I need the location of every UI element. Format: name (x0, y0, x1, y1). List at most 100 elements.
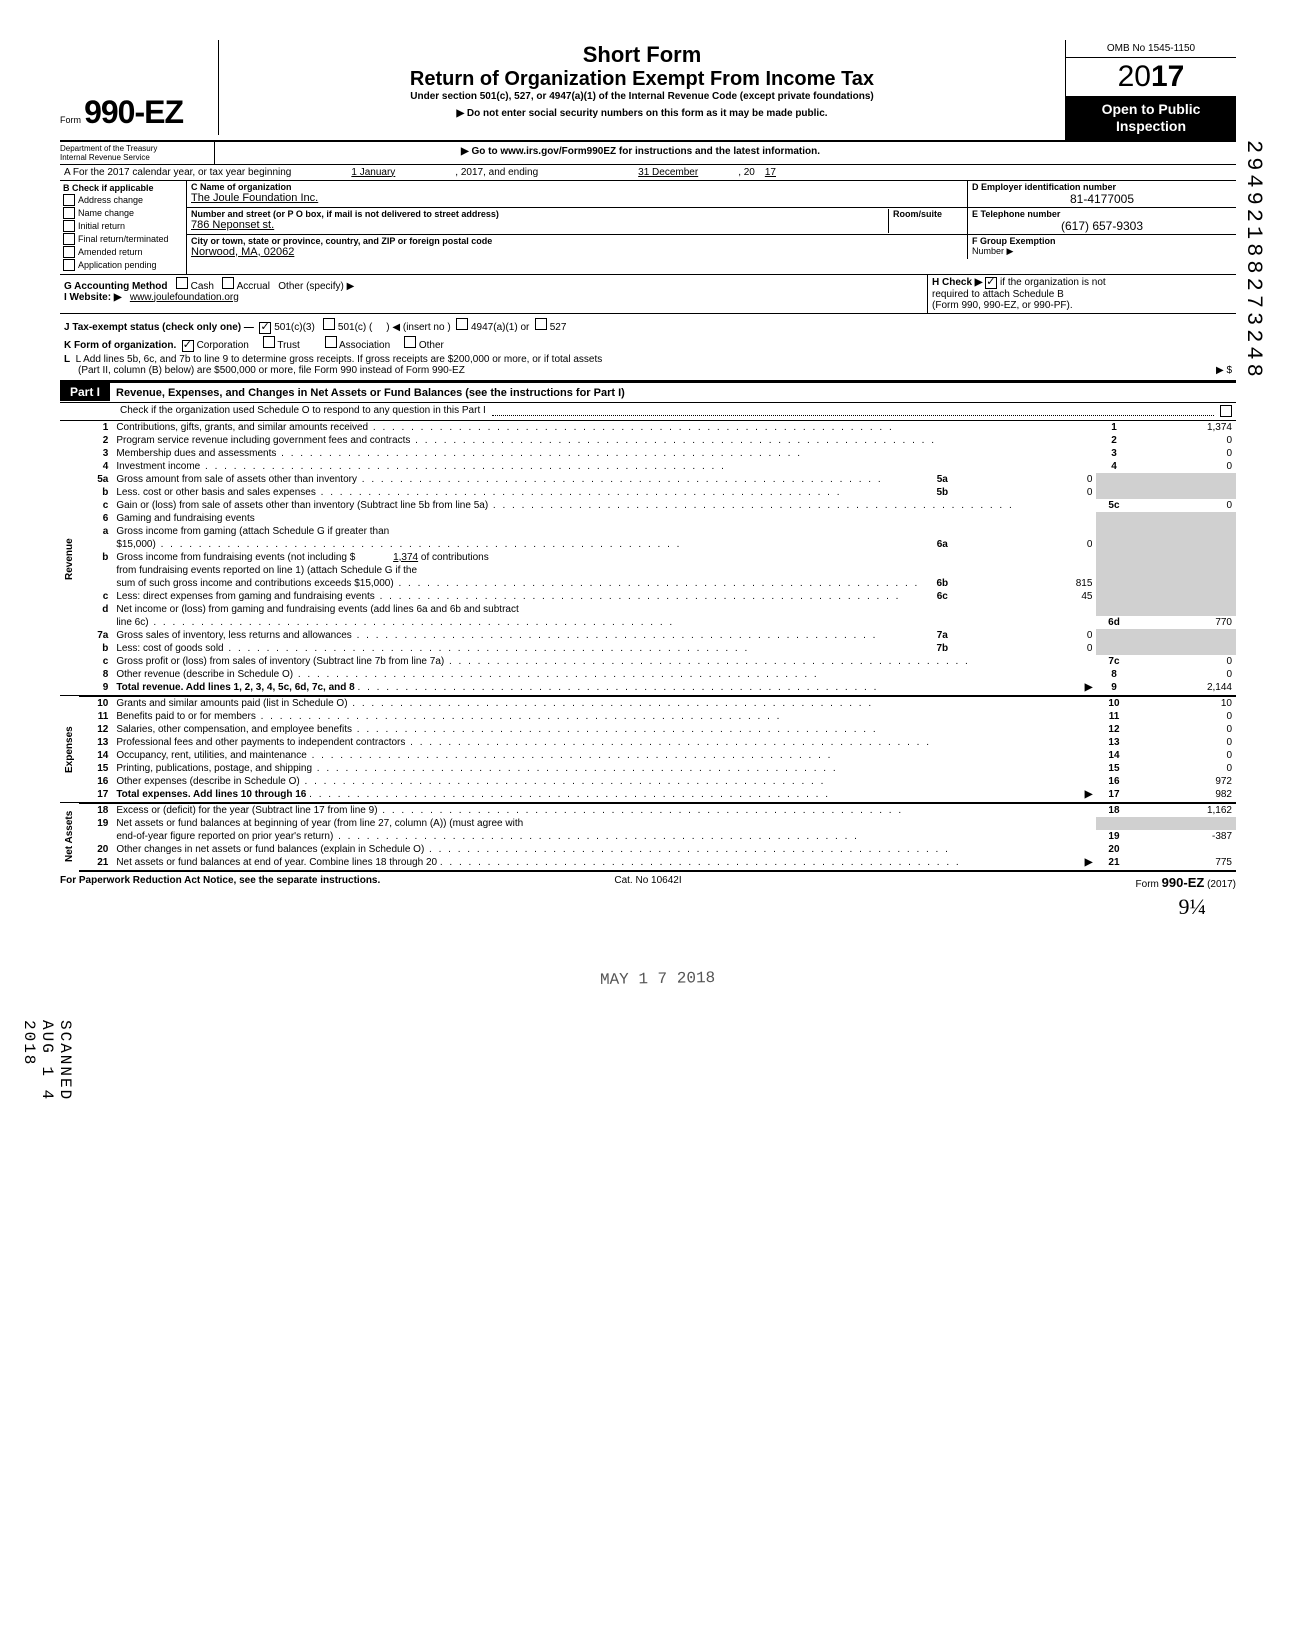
check-schedule-o-row: Check if the organization used Schedule … (60, 403, 1236, 421)
l-text1: L Add lines 5b, 6c, and 7b to line 9 to … (76, 354, 603, 365)
row-j: J Tax-exempt status (check only one) — 5… (64, 318, 1232, 334)
chk-amended-return[interactable]: Amended return (63, 246, 183, 258)
chk-accrual[interactable] (222, 277, 234, 289)
open-line2: Inspection (1068, 118, 1234, 135)
chk-501c3[interactable] (259, 322, 271, 334)
addr-label: Number and street (or P O box, if mail i… (191, 209, 888, 219)
handwritten-mark: 9¼ (1179, 894, 1207, 920)
year-bold: 17 (1151, 60, 1184, 93)
line-6a-1: a Gross income from gaming (attach Sched… (60, 525, 1236, 538)
g-other: Other (specify) ▶ (278, 281, 354, 292)
chk-cash[interactable] (176, 277, 188, 289)
footer-right: Form 990-EZ (2017) (844, 875, 1236, 890)
line-15: 15 Printing, publications, postage, and … (60, 762, 1236, 775)
line-5b: b Less. cost or other basis and sales ex… (60, 486, 1236, 499)
part1-table: Revenue 1 Contributions, gifts, grants, … (60, 421, 1236, 872)
net-assets-label: Net Assets (60, 803, 79, 871)
line-3: 3 Membership dues and assessments 3 0 (60, 447, 1236, 460)
chk-initial-return[interactable]: Initial return (63, 220, 183, 232)
dept-row: Department of the Treasury Internal Reve… (60, 142, 1236, 165)
g-cash: Cash (191, 281, 214, 292)
title-cell: Short Form Return of Organization Exempt… (219, 40, 1065, 121)
chk-trust[interactable] (263, 336, 275, 348)
row-a-mid: , 2017, and ending (455, 167, 538, 178)
margin-number: 29492188273248 (1241, 140, 1266, 381)
received-stamp: MAY 1 7 2018 (600, 969, 716, 989)
line-1: Revenue 1 Contributions, gifts, grants, … (60, 421, 1236, 434)
do-not-enter-line: ▶ Do not enter social security numbers o… (229, 108, 1055, 119)
chk-corporation[interactable] (182, 340, 194, 352)
j-label: J Tax-exempt status (check only one) — (64, 322, 254, 333)
chk-527[interactable] (535, 318, 547, 330)
line-20: 20 Other changes in net assets or fund b… (60, 843, 1236, 856)
city-value: Norwood, MA, 02062 (191, 246, 963, 258)
c-name-label: C Name of organization (191, 182, 963, 192)
line-8: 8 Other revenue (describe in Schedule O)… (60, 668, 1236, 681)
dept-cell: Department of the Treasury Internal Reve… (60, 142, 215, 164)
h-label: H Check ▶ (932, 277, 982, 288)
line-21: 21 Net assets or fund balances at end of… (60, 856, 1236, 871)
cell-c-name: C Name of organization The Joule Foundat… (187, 181, 968, 207)
sub-title: Under section 501(c), 527, or 4947(a)(1)… (229, 91, 1055, 102)
cell-d: D Employer identification number 81-4177… (968, 181, 1236, 207)
chk-final-return[interactable]: Final return/terminated (63, 233, 183, 245)
form-prefix: Form (60, 115, 81, 125)
h-text2: if the organization is not (1000, 277, 1106, 288)
h-text3: required to attach Schedule B (932, 289, 1064, 300)
dept-line2: Internal Revenue Service (60, 153, 210, 162)
col-b: B Check if applicable Address change Nam… (60, 181, 187, 274)
line-6b-1: b Gross income from fundraising events (… (60, 551, 1236, 564)
part1-badge: Part I (60, 383, 110, 401)
form-number: 990-EZ (84, 94, 183, 130)
col-cdef: C Name of organization The Joule Foundat… (187, 181, 1236, 274)
line-11: 11 Benefits paid to or for members 11 0 (60, 710, 1236, 723)
g-accrual: Accrual (237, 281, 270, 292)
top-block: B Check if applicable Address change Nam… (60, 181, 1236, 275)
line-19-1: 19 Net assets or fund balances at beginn… (60, 817, 1236, 830)
org-name: The Joule Foundation Inc. (191, 192, 963, 204)
e-phone-label: E Telephone number (972, 209, 1232, 219)
part1-title: Revenue, Expenses, and Changes in Net As… (110, 384, 631, 402)
line-19-2: end-of-year figure reported on prior yea… (60, 830, 1236, 843)
cell-c-addr: Number and street (or P O box, if mail i… (187, 208, 968, 234)
l-text2: (Part II, column (B) below) are $500,000… (78, 365, 465, 376)
line-6c: c Less: direct expenses from gaming and … (60, 590, 1236, 603)
form-header: Form 990-EZ Short Form Return of Organiz… (60, 40, 1236, 142)
line-9: 9 Total revenue. Add lines 1, 2, 3, 4, 5… (60, 681, 1236, 696)
expenses-label: Expenses (60, 696, 79, 803)
form-990ez: SCANNED AUG 1 4 2018 29492188273248 Form… (60, 40, 1236, 890)
line-6d-2: line 6c) 6d 770 (60, 616, 1236, 629)
website-value: www.joulefoundation.org (130, 292, 239, 303)
tax-year-begin: 1 January (351, 167, 395, 178)
chk-name-change[interactable]: Name change (63, 207, 183, 219)
footer: For Paperwork Reduction Act Notice, see … (60, 872, 1236, 890)
cell-e: E Telephone number (617) 657-9303 (968, 208, 1236, 234)
goto-line: ▶ Go to www.irs.gov/Form990EZ for instru… (215, 142, 1066, 164)
chk-other-form[interactable] (404, 336, 416, 348)
check-o-text: Check if the organization used Schedule … (120, 405, 486, 418)
scanned-stamp: SCANNED AUG 1 4 2018 (20, 1020, 74, 1101)
l-arrow: ▶ $ (1216, 365, 1232, 376)
chk-501c[interactable] (323, 318, 335, 330)
row-a: A For the 2017 calendar year, or tax yea… (60, 165, 1236, 181)
chk-4947[interactable] (456, 318, 468, 330)
line-2: 2 Program service revenue including gove… (60, 434, 1236, 447)
form-number-cell: Form 990-EZ (60, 40, 219, 135)
part1-header-row: Part I Revenue, Expenses, and Changes in… (60, 381, 1236, 403)
row-k: K Form of organization. Corporation Trus… (64, 336, 1232, 352)
chk-h[interactable] (985, 277, 997, 289)
revenue-label: Revenue (60, 421, 79, 696)
f-label2: Number ▶ (972, 246, 1013, 256)
chk-address-change[interactable]: Address change (63, 194, 183, 206)
row-jkl: J Tax-exempt status (check only one) — 5… (60, 314, 1236, 381)
footer-left: For Paperwork Reduction Act Notice, see … (60, 875, 452, 890)
omb-number: OMB No 1545-1150 (1066, 40, 1236, 58)
col-b-header: B Check if applicable (63, 183, 183, 193)
cell-h: H Check ▶ if the organization is not req… (927, 275, 1236, 313)
chk-application-pending[interactable]: Application pending (63, 259, 183, 271)
chk-schedule-o[interactable] (1220, 405, 1232, 417)
row-l: L L Add lines 5b, 6c, and 7b to line 9 t… (64, 354, 1232, 376)
chk-association[interactable] (325, 336, 337, 348)
city-label: City or town, state or province, country… (191, 236, 963, 246)
line-18: Net Assets 18 Excess or (deficit) for th… (60, 803, 1236, 817)
